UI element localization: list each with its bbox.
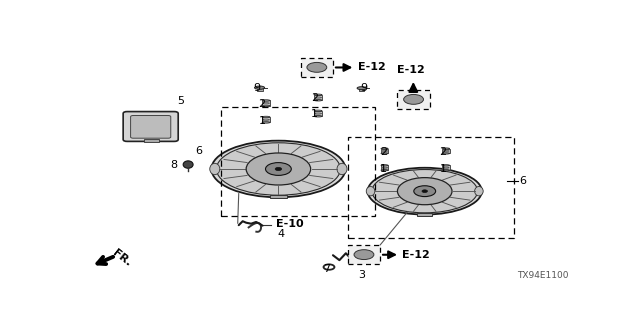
Bar <box>417 213 432 215</box>
Ellipse shape <box>262 116 270 118</box>
Bar <box>348 137 514 238</box>
Ellipse shape <box>262 100 270 101</box>
Text: E-10: E-10 <box>276 220 303 229</box>
Ellipse shape <box>475 187 483 196</box>
Ellipse shape <box>381 170 388 171</box>
Text: 2: 2 <box>310 92 318 102</box>
Ellipse shape <box>262 122 270 123</box>
Text: 1: 1 <box>440 164 447 174</box>
Bar <box>257 88 262 91</box>
Ellipse shape <box>262 103 269 104</box>
Bar <box>348 245 380 264</box>
Text: 2: 2 <box>440 147 447 157</box>
Ellipse shape <box>210 163 220 175</box>
Text: 6: 6 <box>519 176 526 186</box>
Ellipse shape <box>381 153 388 154</box>
Text: 8: 8 <box>170 160 177 170</box>
Ellipse shape <box>442 170 450 171</box>
Bar <box>314 111 322 116</box>
Ellipse shape <box>266 163 291 175</box>
Text: 1: 1 <box>380 164 387 174</box>
Bar <box>269 195 287 198</box>
Ellipse shape <box>357 87 366 90</box>
Ellipse shape <box>372 170 477 213</box>
Text: 9: 9 <box>253 83 260 93</box>
Bar <box>381 165 388 170</box>
Ellipse shape <box>443 167 449 168</box>
Bar <box>359 88 364 92</box>
Text: 3: 3 <box>358 270 365 280</box>
Ellipse shape <box>404 94 424 104</box>
Text: 2: 2 <box>259 99 266 109</box>
Text: 9: 9 <box>360 83 367 93</box>
Bar <box>314 95 322 100</box>
FancyBboxPatch shape <box>123 112 178 141</box>
Ellipse shape <box>442 153 450 154</box>
Ellipse shape <box>414 186 436 196</box>
Ellipse shape <box>442 165 450 166</box>
Ellipse shape <box>354 250 374 260</box>
Text: 4: 4 <box>277 229 285 239</box>
Ellipse shape <box>275 167 282 171</box>
Text: TX94E1100: TX94E1100 <box>517 271 568 280</box>
Bar <box>145 139 159 142</box>
Ellipse shape <box>442 148 450 149</box>
Ellipse shape <box>314 116 322 117</box>
Ellipse shape <box>262 105 270 107</box>
Text: E-12: E-12 <box>358 62 385 72</box>
Bar <box>397 90 429 108</box>
Ellipse shape <box>315 97 321 98</box>
Ellipse shape <box>262 119 269 120</box>
Bar <box>262 100 270 106</box>
Ellipse shape <box>211 141 346 197</box>
Ellipse shape <box>397 178 452 205</box>
Text: 5: 5 <box>177 96 184 106</box>
Text: E-12: E-12 <box>403 250 430 260</box>
Bar <box>442 148 450 154</box>
Ellipse shape <box>366 187 375 196</box>
Ellipse shape <box>216 143 340 195</box>
Text: 2: 2 <box>380 147 387 157</box>
Ellipse shape <box>422 190 428 193</box>
Ellipse shape <box>367 168 482 215</box>
Text: 1: 1 <box>310 108 317 118</box>
Ellipse shape <box>337 163 347 175</box>
Ellipse shape <box>381 165 388 166</box>
Text: 1: 1 <box>259 116 266 126</box>
Ellipse shape <box>183 161 193 168</box>
Ellipse shape <box>443 150 449 152</box>
FancyBboxPatch shape <box>131 116 171 138</box>
Ellipse shape <box>381 148 388 149</box>
Ellipse shape <box>381 167 388 168</box>
Ellipse shape <box>314 110 322 112</box>
Ellipse shape <box>314 100 322 101</box>
Text: E-12: E-12 <box>397 65 425 75</box>
Bar <box>262 117 270 123</box>
Text: FR.: FR. <box>111 248 134 268</box>
Text: 6: 6 <box>195 146 202 156</box>
Ellipse shape <box>315 113 321 114</box>
Ellipse shape <box>246 153 310 185</box>
Text: 7: 7 <box>323 264 330 274</box>
Ellipse shape <box>314 94 322 96</box>
Bar <box>301 58 333 76</box>
Ellipse shape <box>381 150 388 152</box>
Ellipse shape <box>307 62 327 72</box>
Ellipse shape <box>255 86 264 89</box>
Bar <box>221 108 375 216</box>
Bar <box>442 165 450 170</box>
Bar <box>381 148 388 154</box>
